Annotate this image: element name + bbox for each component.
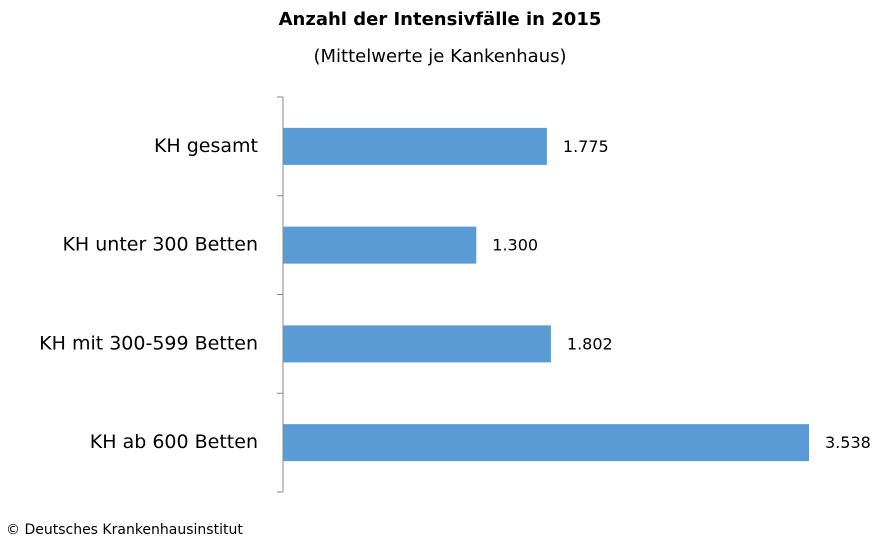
category-label: KH gesamt	[154, 135, 258, 157]
category-label: KH ab 600 Betten	[90, 431, 258, 453]
chart-subtitle: (Mittelwerte je Kankenhaus)	[313, 46, 566, 67]
category-label: KH unter 300 Betten	[62, 234, 258, 256]
value-label: 3.538	[825, 433, 871, 452]
bar	[283, 325, 551, 363]
source: © Deutsches Krankenhausinstitut	[6, 522, 243, 538]
bar	[283, 424, 809, 462]
value-label: 1.300	[492, 236, 538, 255]
chart-title: Anzahl der Intensivfälle in 2015	[279, 9, 602, 30]
value-label: 1.802	[567, 334, 613, 353]
bar	[283, 127, 547, 165]
bar	[283, 226, 477, 264]
category-label: KH mit 300-599 Betten	[39, 332, 258, 354]
value-label: 1.775	[563, 137, 609, 156]
